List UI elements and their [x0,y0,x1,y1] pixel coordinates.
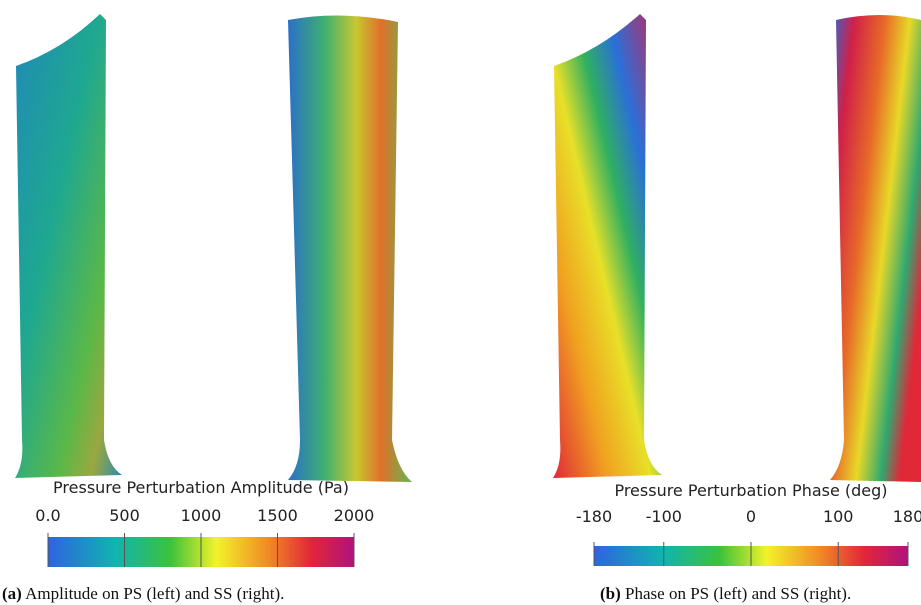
colorbar: Pressure Perturbation Phase (deg)-180 -10… [576,481,921,566]
colorbar-tick-label: 0 [746,507,756,526]
caption-label: (a) [2,584,22,603]
colorbar: Pressure Perturbation Amplitude (Pa) 0.0 5… [35,478,374,567]
colorbar-tick-label: -180 [576,507,612,526]
colorbar-tick-label: -100 [646,507,682,526]
blades [15,14,921,482]
colorbar-tick-label: 100 [823,507,854,526]
colorbar-tick-label: 180 [893,507,921,526]
colorbar-tick-label: 500 [109,506,140,525]
caption-text: Amplitude on PS (left) and SS (right). [25,584,284,603]
colorbar-title: Pressure Perturbation Phase (deg) [614,481,887,500]
colorbar-title: Pressure Perturbation Amplitude (Pa) [53,478,349,497]
figure: Pressure Perturbation Amplitude (Pa) 0.0 5… [0,0,921,605]
colorbar-tick-label: 0.0 [35,506,60,525]
colorbar-tick-label: 1000 [181,506,222,525]
blade-ss-phase [830,15,921,482]
caption: (b) Phase on PS (left) and SS (right). [600,584,851,603]
blade-ps-amplitude [15,14,122,478]
blade-ss-amplitude [288,15,412,482]
caption-text: Phase on PS (left) and SS (right). [625,584,851,603]
caption-label: (b) [600,584,621,603]
colorbar-tick-label: 2000 [334,506,375,525]
colorbar-tick-label: 1500 [257,506,298,525]
caption: (a) Amplitude on PS (left) and SS (right… [2,584,284,603]
blade-ps-phase [553,14,662,478]
